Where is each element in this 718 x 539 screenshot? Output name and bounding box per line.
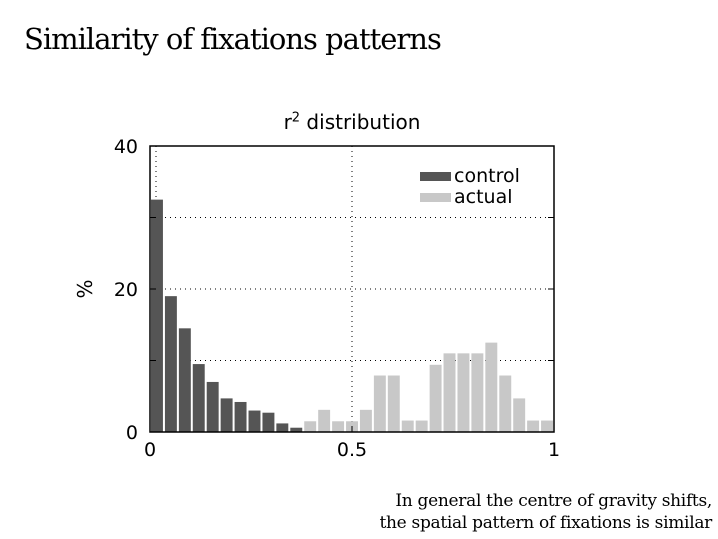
histogram-bar-actual: [527, 420, 540, 432]
x-tick-label: 1: [548, 439, 560, 461]
chart-title: r2 distribution: [150, 110, 554, 134]
histogram-bar-control: [276, 423, 289, 432]
footnote-line-1: In general the centre of gravity shifts,: [395, 491, 712, 511]
x-tick-label: 0.5: [337, 439, 367, 461]
histogram-bar-actual: [373, 375, 386, 432]
histogram-bar-actual: [318, 409, 331, 432]
histogram-bar-control: [290, 427, 303, 432]
legend-swatch-control: [420, 172, 451, 181]
histogram-bar-actual: [429, 364, 442, 432]
histogram-bar-control: [234, 401, 247, 432]
histogram-bar-actual: [415, 420, 428, 432]
histogram-bar-actual: [513, 398, 526, 432]
histogram-bar-control: [164, 296, 177, 432]
histogram-bar-control: [192, 364, 205, 432]
histogram-bar-actual: [485, 342, 498, 432]
legend-swatch-actual: [420, 193, 451, 202]
y-tick-label: 0: [126, 422, 138, 444]
histogram-bar-actual: [499, 375, 512, 432]
histogram-bar-control: [178, 328, 191, 432]
y-axis-label: %: [73, 279, 97, 298]
histogram-bar-actual: [332, 421, 345, 432]
histogram-bar-actual: [304, 421, 317, 432]
chart-title-base: r: [283, 110, 292, 134]
histogram-bar-control: [248, 410, 261, 432]
histogram-bar-actual: [471, 353, 484, 432]
x-tick-label: 0: [144, 439, 156, 461]
histogram-bar-control: [151, 199, 163, 432]
chart-title-rest: distribution: [300, 110, 421, 134]
legend-label-actual: actual: [454, 186, 513, 208]
y-tick-label: 20: [114, 279, 138, 301]
footnote-line-2: the spatial pattern of fixations is simi…: [379, 513, 713, 533]
chart-title-superscript: 2: [291, 110, 301, 126]
histogram-bar-actual: [443, 353, 456, 432]
histogram-bar-control: [206, 381, 219, 432]
legend-label-control: control: [454, 165, 520, 187]
slide-title: Similarity of fixations patterns: [24, 22, 442, 56]
histogram-bar-control: [262, 412, 275, 432]
histogram-bar-actual: [401, 420, 414, 432]
histogram-bar-actual: [387, 375, 400, 432]
histogram-bar-actual: [541, 420, 553, 432]
y-tick-label: 40: [114, 136, 138, 158]
histogram-bar-control: [220, 398, 233, 432]
histogram-bar-actual: [359, 409, 372, 432]
histogram-bar-actual: [457, 353, 470, 432]
footnote: In general the centre of gravity shifts,…: [380, 490, 713, 534]
